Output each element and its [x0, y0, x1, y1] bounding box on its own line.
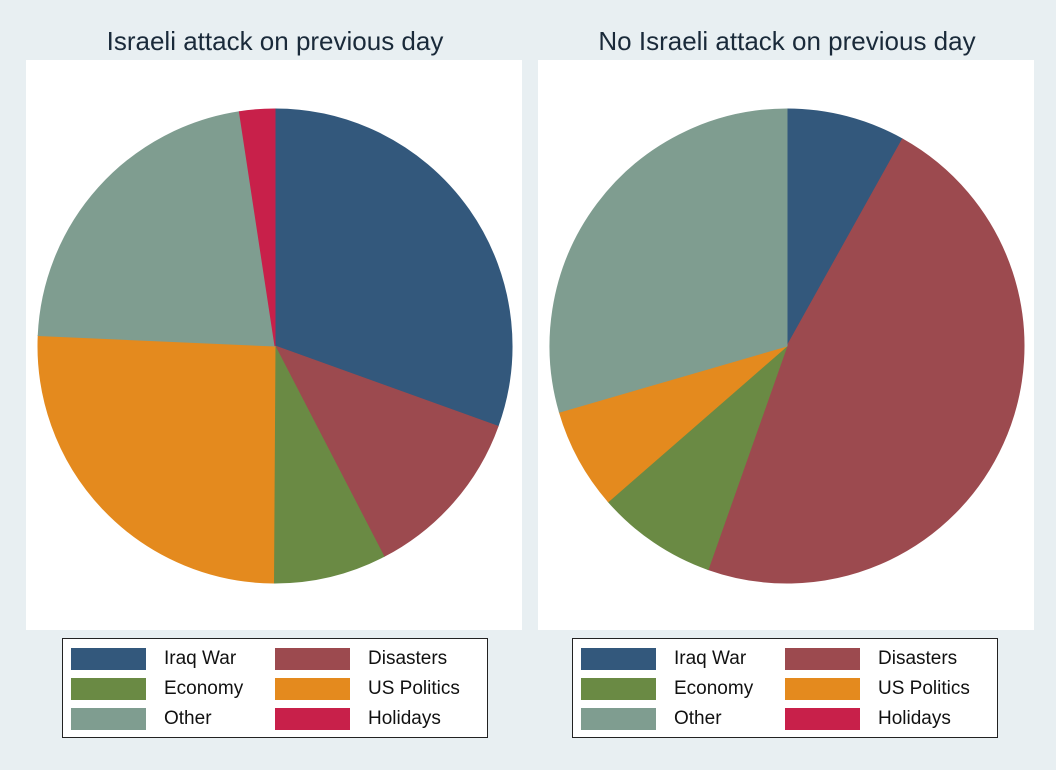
chart-panel-attack: Israeli attack on previous day Iraq War …	[20, 0, 530, 770]
chart-title: No Israeli attack on previous day	[598, 26, 976, 56]
legend-label: Holidays	[368, 708, 441, 729]
legend-label: Economy	[164, 678, 244, 699]
legend-swatch	[71, 708, 146, 730]
legend-label: Other	[674, 708, 722, 729]
legend-item: Other	[581, 704, 785, 734]
legend-label: Iraq War	[674, 648, 747, 669]
pie-chart	[37, 108, 513, 584]
legend-label: Holidays	[878, 708, 951, 729]
legend-swatch	[785, 708, 860, 730]
legend-item: US Politics	[275, 674, 479, 704]
legend-item: Economy	[71, 674, 275, 704]
legend-item: Holidays	[785, 704, 989, 734]
legend-label: Disasters	[368, 648, 448, 669]
legend-label: Disasters	[878, 648, 958, 669]
legend-item: Economy	[581, 674, 785, 704]
legend-swatch	[581, 708, 656, 730]
legend-swatch	[785, 678, 860, 700]
legend-item: Holidays	[275, 704, 479, 734]
pie-slice-economy	[273, 345, 385, 584]
plot-area	[26, 60, 522, 630]
legend-item: Iraq War	[581, 644, 785, 674]
pie-slice-disasters	[273, 345, 499, 558]
legend-item: Iraq War	[71, 644, 275, 674]
legend-swatch	[71, 678, 146, 700]
legend-swatch	[71, 648, 146, 670]
pie-chart	[549, 108, 1025, 584]
legend-label: Iraq War	[164, 648, 237, 669]
legend-item: Other	[71, 704, 275, 734]
legend-label: US Politics	[368, 678, 460, 699]
legend-label: Other	[164, 708, 212, 729]
pie-slice-iraq-war	[786, 108, 904, 348]
legend: Iraq War Disasters Economy US Politics O…	[572, 638, 998, 738]
pie-slice-holidays	[238, 108, 276, 347]
pie-slice-economy	[607, 344, 789, 571]
legend-item: Disasters	[275, 644, 479, 674]
legend-item: Disasters	[785, 644, 989, 674]
pie-slice-disasters	[707, 138, 1025, 584]
pie-slice-us-politics	[37, 335, 276, 584]
legend-swatch	[275, 648, 350, 670]
legend-label: US Politics	[878, 678, 970, 699]
legend-label: Economy	[674, 678, 754, 699]
legend-swatch	[581, 678, 656, 700]
plot-area	[538, 60, 1034, 630]
legend-item: US Politics	[785, 674, 989, 704]
legend-swatch	[785, 648, 860, 670]
pie-slice-other	[37, 111, 276, 347]
legend: Iraq War Disasters Economy US Politics O…	[62, 638, 488, 738]
legend-swatch	[581, 648, 656, 670]
pie-slice-other	[549, 108, 788, 413]
chart-title: Israeli attack on previous day	[106, 26, 444, 56]
legend-swatch	[275, 708, 350, 730]
chart-panel-no-attack: No Israeli attack on previous day Iraq W…	[532, 0, 1042, 770]
legend-swatch	[275, 678, 350, 700]
pie-slice-iraq-war	[274, 108, 513, 427]
pie-slice-us-politics	[558, 345, 788, 503]
